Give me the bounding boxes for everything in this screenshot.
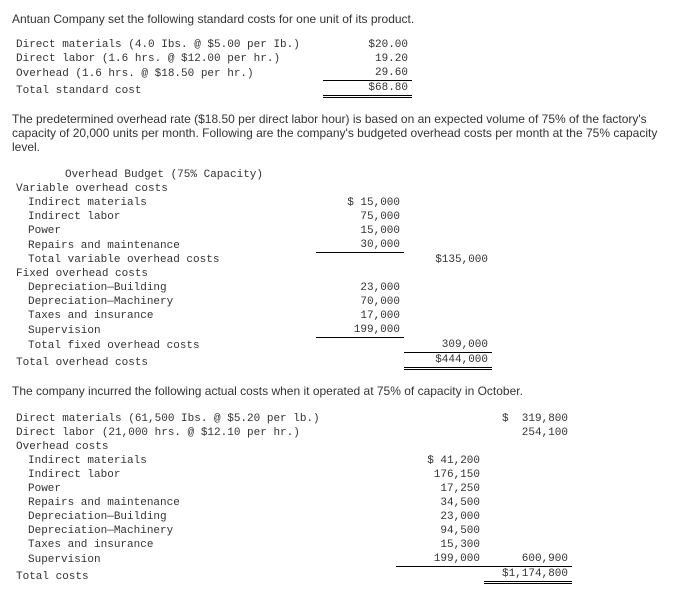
asv-val: 199,000 [396, 552, 484, 567]
toh-label: Total overhead costs [12, 353, 316, 370]
ail-val: 176,150 [396, 468, 484, 482]
aoh-header: Overhead costs [12, 440, 396, 454]
oh-val: 29.60 [323, 66, 412, 81]
budget-header: Overhead Budget (75% Capacity) [12, 168, 316, 182]
intro-text: Antuan Company set the following standar… [12, 12, 688, 26]
adm-label: Direct materials (61,500 Ibs. @ $5.20 pe… [12, 412, 396, 426]
actual-table: Direct materials (61,500 Ibs. @ $5.20 pe… [12, 412, 572, 584]
ati-val: 15,300 [396, 538, 484, 552]
total-std-label: Total standard cost [12, 81, 323, 98]
sv-label: Supervision [12, 323, 316, 338]
aim-val: $ 41,200 [396, 454, 484, 468]
db-val: 23,000 [316, 281, 404, 295]
arm-label: Repairs and maintenance [12, 496, 396, 510]
pw-val: 15,000 [316, 224, 404, 238]
atc-val: $1,174,800 [484, 567, 572, 584]
total-std-val: $68.80 [323, 81, 412, 98]
il-label: Indirect labor [12, 210, 316, 224]
admc-val: 94,500 [396, 524, 484, 538]
ail-label: Indirect labor [12, 468, 396, 482]
ti-val: 17,000 [316, 309, 404, 323]
aim-label: Indirect materials [12, 454, 396, 468]
tvar-val: $135,000 [404, 253, 492, 267]
actual-intro: The company incurred the following actua… [12, 384, 688, 398]
aoh-total: 600,900 [484, 552, 572, 567]
admc-label: Depreciation—Machinery [12, 524, 396, 538]
adm-val: $ 319,800 [484, 412, 572, 426]
dm-val: $20.00 [323, 38, 412, 52]
standard-costs-table: Direct materials (4.0 Ibs. @ $5.00 per I… [12, 38, 412, 98]
adl-label: Direct labor (21,000 hrs. @ $12.10 per h… [12, 426, 396, 440]
pw-label: Power [12, 224, 316, 238]
oh-label: Overhead (1.6 hrs. @ $18.50 per hr.) [12, 66, 323, 81]
atc-label: Total costs [12, 567, 396, 584]
asv-label: Supervision [12, 552, 396, 567]
dmach-label: Depreciation—Machinery [12, 295, 316, 309]
apw-label: Power [12, 482, 396, 496]
dl-val: 19.20 [323, 52, 412, 66]
dm-label: Direct materials (4.0 Ibs. @ $5.00 per I… [12, 38, 323, 52]
arm-val: 34,500 [396, 496, 484, 510]
rm-label: Repairs and maintenance [12, 238, 316, 253]
fix-oh-header: Fixed overhead costs [12, 267, 316, 281]
sv-val: 199,000 [316, 323, 404, 338]
rm-val: 30,000 [316, 238, 404, 253]
db-label: Depreciation—Building [12, 281, 316, 295]
overhead-intro: The predetermined overhead rate ($18.50 … [12, 112, 688, 154]
ti-label: Taxes and insurance [12, 309, 316, 323]
toh-val: $444,000 [404, 353, 492, 370]
ati-label: Taxes and insurance [12, 538, 396, 552]
budget-table: Overhead Budget (75% Capacity) Variable … [12, 168, 492, 370]
tvar-label: Total variable overhead costs [12, 253, 316, 267]
adl-val: 254,100 [484, 426, 572, 440]
im-val: $ 15,000 [316, 196, 404, 210]
il-val: 75,000 [316, 210, 404, 224]
tfix-val: 309,000 [404, 338, 492, 353]
im-label: Indirect materials [12, 196, 316, 210]
dmach-val: 70,000 [316, 295, 404, 309]
adb-label: Depreciation—Building [12, 510, 396, 524]
tfix-label: Total fixed overhead costs [12, 338, 316, 353]
var-oh-header: Variable overhead costs [12, 182, 316, 196]
adb-val: 23,000 [396, 510, 484, 524]
apw-val: 17,250 [396, 482, 484, 496]
dl-label: Direct labor (1.6 hrs. @ $12.00 per hr.) [12, 52, 323, 66]
